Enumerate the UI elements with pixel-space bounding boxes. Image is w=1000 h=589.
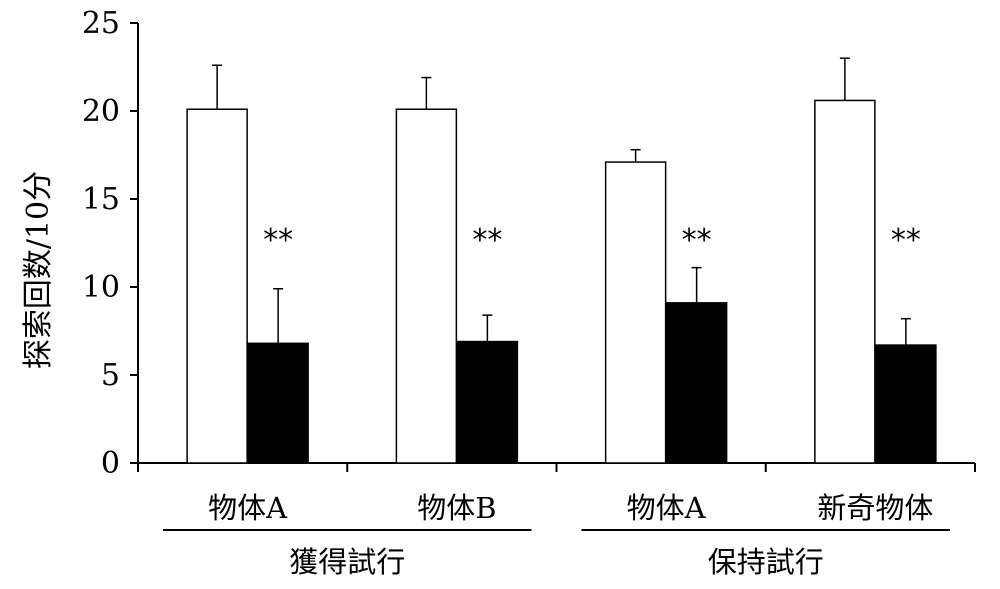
bar-white bbox=[814, 99, 876, 464]
category-label: 物体B bbox=[417, 491, 496, 525]
category-label: 物体A bbox=[208, 491, 288, 525]
significance-label: ** bbox=[891, 223, 921, 258]
category-label: 物体A bbox=[627, 491, 707, 525]
y-axis-label: 探索回数/10分 bbox=[21, 171, 56, 369]
y-tick-label: 0 bbox=[101, 446, 120, 481]
bar-black bbox=[247, 342, 309, 464]
y-tick-label: 15 bbox=[82, 182, 120, 217]
group-label: 保持試行 bbox=[708, 545, 824, 579]
y-tick-label: 20 bbox=[82, 94, 120, 129]
bar-black bbox=[665, 302, 728, 464]
significance-label: ** bbox=[263, 223, 293, 258]
bar-black bbox=[875, 344, 937, 464]
bar-black bbox=[456, 340, 519, 464]
category-label: 新奇物体 bbox=[817, 491, 933, 525]
group-label: 獲得試行 bbox=[289, 545, 405, 579]
y-tick-label: 25 bbox=[82, 6, 120, 41]
y-tick-label: 10 bbox=[82, 270, 120, 305]
significance-label: ** bbox=[472, 223, 502, 258]
bar-white bbox=[395, 108, 458, 464]
bar-white bbox=[604, 161, 667, 464]
bar-white bbox=[186, 108, 248, 464]
significance-label: ** bbox=[682, 223, 712, 258]
y-tick-label: 5 bbox=[101, 358, 120, 393]
